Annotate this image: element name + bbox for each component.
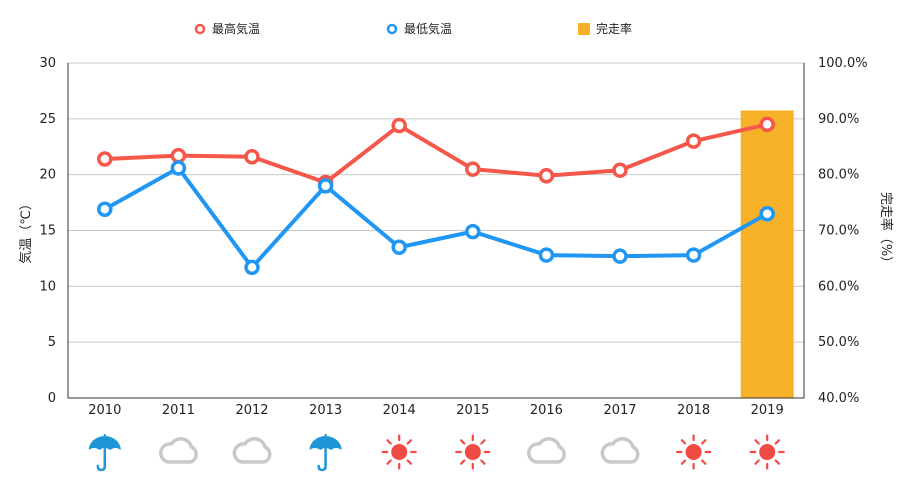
sun-disc [464, 444, 481, 460]
sun-ray [774, 459, 780, 465]
data-point [317, 178, 334, 194]
series-line [103, 165, 769, 270]
series-line [104, 122, 768, 185]
sun-ray [480, 439, 486, 445]
data-point [759, 206, 775, 222]
data-point [538, 247, 555, 263]
data-point [685, 247, 702, 263]
legend-marker [194, 23, 206, 35]
sun-ray [460, 459, 466, 465]
sun-ray [406, 439, 412, 445]
x-tick-label: 2010 [88, 403, 121, 418]
legend-marker [386, 23, 398, 35]
x-tick-label: 2019 [751, 403, 784, 418]
cloud-icon [600, 437, 640, 464]
y-tick-label: 10 [39, 279, 56, 294]
y2-axis-title: 完走率（%） [878, 192, 894, 269]
x-tick-label: 2011 [162, 403, 195, 418]
sun-ray [774, 439, 780, 445]
sun-ray [480, 459, 486, 465]
legend-label: 最低気温 [404, 21, 452, 36]
umbrella-canopy [309, 436, 342, 450]
y-tick-label: 25 [39, 112, 56, 127]
y2-tick-label: 70.0% [818, 224, 859, 239]
y-tick-label: 0 [48, 391, 56, 406]
cloud-icon [232, 437, 272, 464]
cloud-shape [159, 437, 198, 464]
cloud-shape [600, 437, 640, 464]
sun-ray [754, 439, 760, 445]
data-point [170, 160, 187, 176]
bars [740, 110, 794, 398]
data-point [97, 151, 113, 167]
x-tick-label: 2018 [677, 403, 710, 418]
umbrella-handle [317, 447, 327, 472]
axes: 0 5 10 15 20 25 30 40.0% 50.0% 60.0% 70.0% 80.0% 90.… [18, 56, 894, 418]
sun-ray [680, 439, 687, 445]
legend-label: 最高気温 [212, 21, 260, 36]
series-lines [97, 116, 775, 276]
legend: 最高気温 最低気温 完走率 [194, 21, 632, 36]
umbrella-canopy [88, 436, 121, 450]
data-point [97, 201, 113, 218]
bar [740, 110, 794, 398]
sun-ray [700, 439, 707, 445]
data-point [465, 161, 481, 177]
sun-disc [759, 444, 776, 460]
y-tick-label: 15 [39, 224, 56, 239]
data-point [244, 149, 260, 165]
data-point [685, 133, 702, 149]
sun-icon [455, 434, 491, 470]
weather-icons [88, 434, 785, 472]
grid-lines [68, 62, 804, 399]
data-point [612, 248, 628, 264]
y-tick-label: 5 [48, 335, 56, 350]
sun-ray [406, 459, 412, 465]
x-tick-label: 2012 [235, 403, 268, 418]
y2-tick-label: 60.0% [818, 279, 859, 294]
umbrella-icon [88, 434, 121, 472]
sun-ray [460, 439, 466, 445]
x-tick-label: 2015 [456, 403, 489, 418]
sun-disc [685, 444, 702, 460]
data-point [244, 259, 260, 276]
sun-ray [386, 439, 392, 445]
sun-ray [386, 459, 392, 465]
legend-marker [578, 23, 590, 35]
y2-tick-label: 80.0% [818, 168, 859, 183]
data-point [170, 147, 187, 164]
y2-tick-label: 40.0% [818, 391, 859, 406]
sun-icon [381, 434, 417, 470]
y-tick-label: 20 [39, 168, 56, 183]
x-tick-label: 2014 [383, 403, 416, 418]
y-axis-title: 気温（℃） [18, 197, 34, 264]
cloud-icon [159, 437, 198, 464]
cloud-shape [232, 437, 272, 464]
sun-ray [680, 459, 687, 465]
y-tick-label: 30 [39, 56, 56, 71]
data-point [391, 239, 407, 255]
x-tick-label: 2017 [603, 403, 636, 418]
data-point [538, 168, 555, 184]
umbrella-handle [96, 447, 107, 472]
sun-icon [749, 434, 785, 470]
y2-tick-label: 90.0% [818, 112, 859, 127]
umbrella-icon [309, 434, 342, 472]
sun-ray [700, 459, 707, 465]
data-point [391, 117, 407, 134]
data-point [759, 116, 775, 133]
y2-tick-label: 100.0% [818, 56, 868, 71]
legend-label: 完走率 [596, 21, 632, 36]
cloud-shape [527, 437, 566, 464]
x-tick-label: 2013 [309, 403, 342, 418]
data-point [465, 223, 481, 240]
sun-ray [754, 459, 760, 465]
cloud-icon [527, 437, 566, 464]
x-tick-label: 2016 [530, 403, 563, 418]
sun-icon [675, 434, 712, 470]
y2-tick-label: 50.0% [818, 335, 859, 350]
sun-disc [391, 444, 408, 460]
data-point [612, 162, 628, 178]
